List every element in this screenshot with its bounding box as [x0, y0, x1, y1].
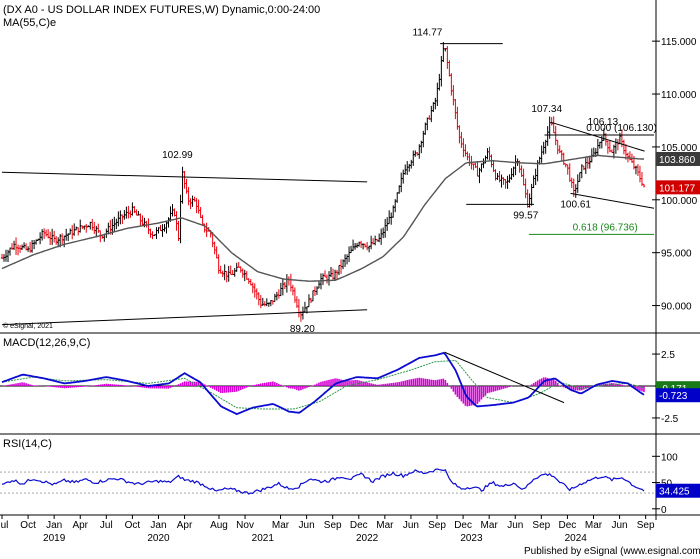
price-tag: 101.177: [659, 183, 696, 194]
month-label: Jun: [612, 520, 628, 531]
price-tag-bg: [656, 180, 700, 195]
macd-tag: -0.723: [659, 391, 688, 402]
month-label: Sep: [428, 520, 446, 531]
publisher-footer: Published by eSignal (www.esignal.com): [524, 546, 700, 557]
upper-channel-trendline: [1, 171, 368, 183]
macd-tick-label: -2.5: [661, 414, 679, 425]
fib-0618-label: 0.618 (96.736): [573, 222, 638, 233]
month-label: Oct: [20, 520, 36, 531]
month-label: Dec: [350, 520, 368, 531]
month-label: Sep: [637, 520, 655, 531]
price-grid: 90.000 95.000 100.000 105.000 110.000 115.000: [652, 37, 698, 313]
month-label: Jun: [403, 520, 419, 531]
price-tag: 103.860: [659, 155, 696, 166]
lower-channel-trendline: [1, 309, 368, 326]
price-tick-label: 90.000: [661, 302, 692, 313]
month-label: Mar: [585, 520, 603, 531]
chart-title: (DX A0 - US DOLLAR INDEX FUTURES,W) Dyna…: [3, 4, 320, 16]
level-label: 89.20: [290, 324, 315, 335]
level-label: 102.99: [162, 150, 193, 161]
month-label: Dec: [559, 520, 577, 531]
macd-tick-label: 2.5: [661, 350, 675, 361]
level-label: 114.77: [412, 28, 442, 39]
rsi-label: RSI(14,C): [3, 438, 52, 450]
rsi-tick-label: 0: [661, 505, 667, 516]
upper-wedge-trendline: [550, 121, 645, 152]
month-label: Jul: [100, 520, 113, 531]
macd-panel: -2.502.5-0.171-0.723: [0, 350, 700, 425]
level-label: 107.34: [531, 104, 562, 115]
month-label: Mar: [481, 520, 499, 531]
level-label: 106.13: [588, 117, 619, 128]
fib-0-label: 0.000 (106.130): [586, 123, 657, 134]
price-tick-label: 95.000: [661, 249, 692, 260]
ma-line: [1, 154, 644, 282]
month-label: Jan: [46, 520, 62, 531]
price-tick-label: 115.000: [661, 37, 697, 48]
macd-line: [1, 352, 645, 416]
month-label: Sep: [324, 520, 342, 531]
month-label: Mar: [376, 520, 394, 531]
macd-trendline: [444, 351, 565, 404]
price-tick-label: 105.000: [661, 143, 698, 154]
moving-average-line: [1, 154, 644, 282]
price-tick-label: 100.000: [661, 196, 698, 207]
price-tag-bg: [656, 151, 700, 166]
month-label: Sep: [532, 520, 550, 531]
ma-label: MA(55,C)e: [3, 17, 56, 29]
rsi-panel: 05010034.425: [0, 452, 700, 516]
time-axis: Jul Oct Jan Apr Jul Oct Jan Apr Aug Nov Mar Jun Sep D…: [0, 515, 655, 544]
year-label: 2019: [43, 533, 66, 544]
price-annotations: 0.000 (106.130) 0.618 (96.736) 114.77 107.3…: [1, 28, 700, 335]
year-label: 2021: [252, 533, 275, 544]
macd-tag-bg: [656, 388, 700, 403]
month-label: Oct: [125, 520, 141, 531]
month-label: Jul: [0, 520, 8, 531]
year-label: 2022: [356, 533, 379, 544]
rsi-tag-bg: [656, 483, 700, 498]
month-label: Apr: [72, 520, 88, 531]
macd-signal-line: [1, 359, 645, 410]
month-label: Mar: [272, 520, 290, 531]
month-label: Jun: [507, 520, 523, 531]
month-label: Apr: [177, 520, 193, 531]
month-label: Dec: [454, 520, 472, 531]
copyright-note: © eSignal, 2021: [3, 322, 53, 330]
rsi-tick-label: 100: [661, 452, 678, 463]
rsi-tag: 34.425: [659, 487, 690, 498]
month-label: Jan: [150, 520, 166, 531]
year-label: 2023: [460, 533, 483, 544]
macd-label: MACD(12,26,9,C): [3, 337, 90, 349]
year-label: 2024: [565, 533, 588, 544]
lower-wedge-trendline: [570, 192, 655, 209]
level-label: 99.57: [513, 210, 538, 221]
rsi-line: [1, 468, 645, 495]
year-label: 2020: [147, 533, 170, 544]
month-label: Jun: [299, 520, 315, 531]
month-label: Nov: [236, 520, 254, 531]
price-tick-label: 110.000: [661, 90, 697, 101]
month-label: Aug: [210, 520, 228, 531]
level-label: 100.61: [560, 199, 591, 210]
